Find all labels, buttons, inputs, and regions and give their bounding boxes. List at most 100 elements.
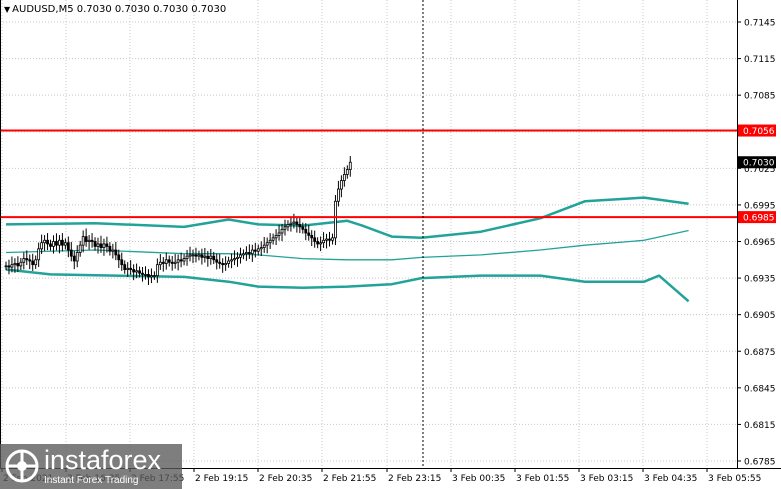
candle-body — [158, 261, 162, 266]
candle-body — [283, 226, 287, 230]
dropdown-triangle-icon[interactable]: ▼ — [4, 5, 11, 14]
level-price-tag-bg — [738, 124, 776, 137]
upper-band-line — [5, 196, 689, 240]
candle-body — [96, 243, 100, 247]
candle-body — [90, 239, 94, 242]
candle-series — [4, 156, 352, 286]
level-price-tag-label: 0.6985 — [743, 214, 775, 224]
candle-body — [102, 243, 106, 248]
price-tick-label: 0.7025 — [744, 165, 776, 175]
grid-lines — [0, 0, 737, 468]
candle-body — [295, 221, 299, 225]
candle-body — [334, 200, 337, 239]
time-tick-label: 2 Feb 23:15 — [388, 474, 441, 484]
candle-body — [173, 261, 177, 264]
price-tick-label: 0.6905 — [744, 311, 776, 321]
candle-body — [212, 255, 216, 261]
candle-body — [304, 228, 308, 234]
candle-body — [227, 260, 231, 264]
price-tick-label: 0.6965 — [744, 238, 776, 248]
candle-body — [262, 244, 266, 248]
candle-body — [161, 261, 165, 264]
price-tags: 0.7056 0.6985 0.7030 — [738, 124, 776, 224]
candle-body — [194, 254, 198, 257]
candle-body — [43, 239, 46, 244]
candle-body — [138, 270, 141, 274]
candle-body — [108, 245, 112, 252]
candle-body — [150, 275, 153, 278]
candle-body — [247, 252, 251, 255]
candle-body — [66, 242, 70, 251]
candle-body — [342, 174, 346, 181]
candle-body — [93, 241, 97, 247]
candle-body — [170, 261, 174, 264]
candle-body — [280, 228, 284, 234]
candle-body — [123, 264, 127, 270]
candle-body — [81, 236, 85, 246]
candle-body — [16, 263, 20, 267]
candle-body — [274, 235, 278, 239]
candle-body — [301, 226, 305, 230]
candle-body — [268, 239, 272, 244]
candle-body — [40, 242, 44, 250]
candle-body — [155, 264, 159, 277]
candle-body — [188, 254, 192, 257]
time-tick-label: 3 Feb 01:55 — [516, 474, 569, 484]
candle-body — [60, 239, 64, 246]
horizontal-levels[interactable] — [0, 129, 737, 219]
watermark-brand: instaforex — [44, 445, 162, 475]
candle-body — [310, 235, 314, 239]
price-tick-label: 0.6815 — [744, 421, 776, 431]
time-tick-label: 3 Feb 03:15 — [580, 474, 633, 484]
candle-body — [117, 254, 121, 261]
candle-body — [34, 259, 38, 266]
candle-body — [13, 263, 17, 266]
candle-body — [114, 249, 118, 256]
candle-body — [319, 242, 323, 245]
candle-body — [253, 249, 257, 252]
candle-body — [239, 254, 242, 258]
price-tick-label: 0.6995 — [744, 201, 776, 211]
candle-body — [19, 261, 23, 267]
candle-body — [325, 238, 328, 241]
candle-body — [242, 253, 245, 256]
candle-body — [259, 247, 263, 250]
price-tick-label: 0.7145 — [744, 19, 776, 29]
candle-body — [182, 258, 186, 262]
candle-body — [58, 239, 61, 246]
candle-body — [49, 243, 52, 247]
candle-body — [105, 243, 109, 247]
time-tick-label: 3 Feb 04:35 — [644, 474, 697, 484]
time-tick-label: 2 Feb 20:35 — [259, 474, 312, 484]
candle-body — [348, 161, 352, 170]
candle-body — [84, 236, 88, 242]
candle-body — [52, 241, 55, 247]
candle-body — [209, 255, 213, 259]
candle-body — [132, 269, 136, 273]
candle-body — [28, 259, 32, 262]
candle-body — [176, 259, 180, 263]
candle-body — [316, 241, 320, 245]
candle-body — [72, 255, 76, 262]
candle-body — [339, 180, 343, 190]
candle-body — [129, 267, 133, 270]
time-tick-label: 3 Feb 00:35 — [452, 474, 505, 484]
price-tick-label: 0.6785 — [744, 458, 776, 468]
middle-band-line — [5, 229, 689, 261]
candle-body — [126, 267, 130, 270]
level-price-tag-bg — [738, 211, 776, 224]
candle-body — [224, 263, 228, 266]
candle-body — [277, 232, 281, 236]
symbol-info-text: AUDUSD,M5 0.7030 0.7030 0.7030 0.7030 — [12, 4, 227, 15]
candle-body — [265, 242, 269, 246]
candle-body — [245, 252, 248, 255]
candle-body — [31, 260, 35, 266]
candle-body — [4, 265, 8, 268]
candle-body — [120, 259, 124, 266]
candle-body — [221, 263, 225, 266]
candle-body — [322, 239, 325, 244]
candle-body — [10, 264, 14, 268]
candle-body — [206, 255, 210, 259]
